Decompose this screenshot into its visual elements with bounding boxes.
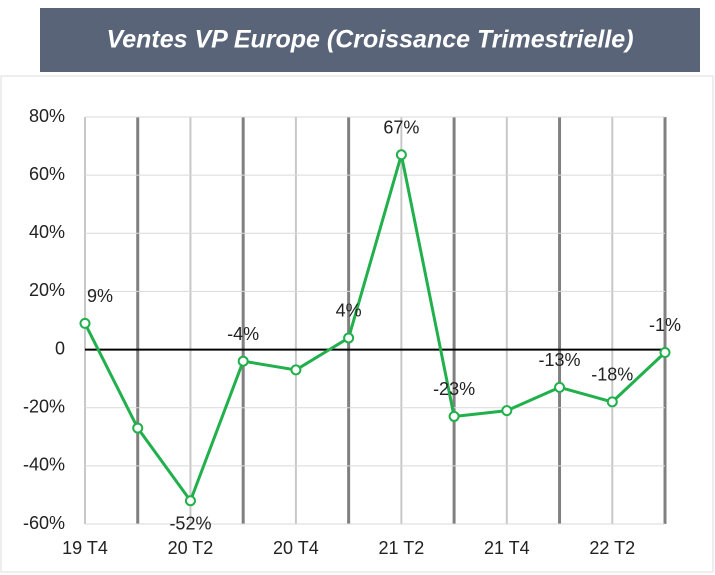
- y-tick-label: 0: [55, 338, 65, 358]
- x-tick-label: 21 T4: [484, 538, 530, 558]
- data-label: -18%: [591, 365, 633, 385]
- point: [343, 332, 355, 344]
- y-tick-label: -40%: [23, 455, 65, 475]
- point: [606, 396, 618, 408]
- point: [448, 410, 460, 422]
- y-tick-label: -20%: [23, 396, 65, 416]
- data-label: 4%: [336, 301, 362, 321]
- y-tick-label: 40%: [29, 222, 65, 242]
- y-tick-label: 80%: [29, 106, 65, 126]
- x-tick-label: 19 T4: [62, 538, 108, 558]
- line: [83, 154, 667, 504]
- x-tick-label: 20 T4: [273, 538, 319, 558]
- point: [237, 355, 249, 367]
- y-tick-label: 60%: [29, 164, 65, 184]
- point: [501, 405, 513, 417]
- y-tick-label: 20%: [29, 280, 65, 300]
- point: [554, 381, 566, 393]
- point: [395, 149, 407, 161]
- data-label: -1%: [649, 315, 681, 335]
- x-tick-label: 22 T2: [589, 538, 635, 558]
- data-label: -4%: [227, 324, 259, 344]
- data-label: -23%: [433, 379, 475, 399]
- point: [659, 346, 671, 358]
- chart-title: Ventes VP Europe (Croissance Trimestriel…: [106, 26, 633, 54]
- data-label: 9%: [87, 286, 113, 306]
- point: [132, 422, 144, 434]
- x-tick-label: 20 T2: [168, 538, 214, 558]
- marks: [79, 149, 671, 507]
- chart-border: [0, 75, 714, 573]
- title-bar: [40, 8, 700, 72]
- point: [290, 364, 302, 376]
- point: [184, 495, 196, 507]
- data-label: -13%: [539, 350, 581, 370]
- x-tick-label: 21 T2: [379, 538, 425, 558]
- data-label: 67%: [383, 118, 419, 138]
- y-tick-label: -60%: [23, 513, 65, 533]
- grid: [84, 116, 667, 525]
- data-label: -52%: [169, 513, 211, 533]
- point: [79, 317, 91, 329]
